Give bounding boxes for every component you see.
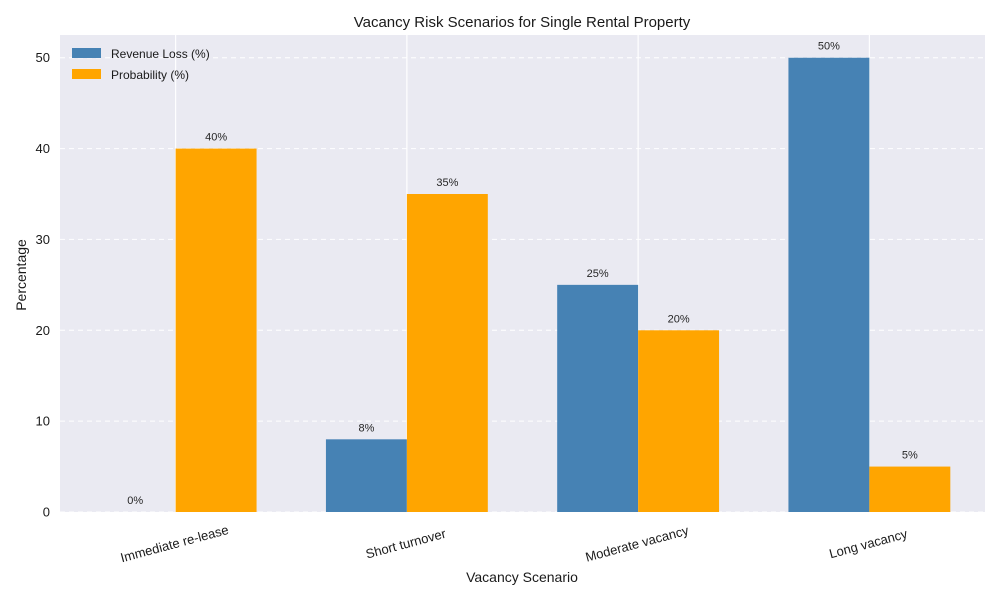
x-axis-label: Vacancy Scenario [466,569,578,585]
legend: Revenue Loss (%) Probability (%) [72,47,210,82]
data-label: 8% [358,422,374,434]
y-axis-ticks: 0 10 20 30 40 50 [36,50,50,519]
x-tick-label: Short turnover [364,526,448,562]
bar-revenue-loss [325,439,407,512]
bar-probability [869,466,951,512]
x-tick-label: Long vacancy [828,526,910,561]
data-label: 20% [668,313,690,325]
y-axis-label: Percentage [13,239,29,311]
legend-label: Probability (%) [111,68,189,82]
y-tick-label: 20 [36,323,50,338]
x-tick-label: Immediate re-lease [119,522,230,565]
y-tick-label: 40 [36,141,50,156]
bar-revenue-loss [788,57,870,512]
y-tick-label: 0 [43,505,50,520]
data-label: 5% [902,450,918,462]
legend-swatch [72,69,101,79]
bar-probability [406,194,488,512]
data-label: 50% [818,41,840,53]
legend-swatch [72,48,101,58]
data-label: 0% [127,495,143,507]
data-labels: 0% 8% 25% 50% 40% 35% 20% 5% [127,41,918,507]
bar-revenue-loss [557,284,639,512]
bar-probability [175,148,257,513]
data-label: 40% [205,132,227,144]
bars [175,57,951,513]
y-tick-label: 10 [36,414,50,429]
y-tick-label: 50 [36,50,50,65]
x-axis-ticks: Immediate re-lease Short turnover Moderate… [119,522,910,565]
chart-title: Vacancy Risk Scenarios for Single Rental… [354,14,691,31]
bar-probability [638,330,720,512]
legend-label: Revenue Loss (%) [111,47,210,61]
x-tick-label: Moderate vacancy [584,523,691,565]
data-label: 25% [587,268,609,280]
data-label: 35% [436,177,458,189]
y-tick-label: 30 [36,232,50,247]
